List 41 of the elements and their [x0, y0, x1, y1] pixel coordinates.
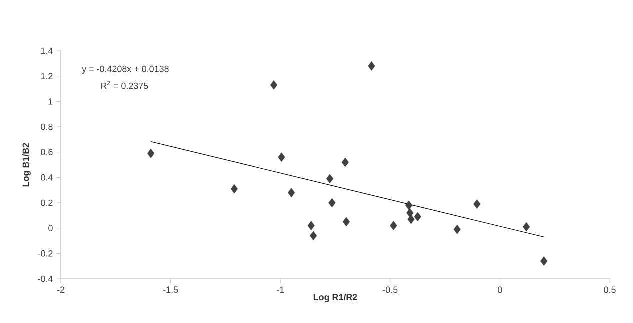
- point: [230, 184, 238, 194]
- point: [474, 200, 481, 209]
- point: [406, 200, 413, 210]
- annotation: R$^{2}$ = 0.2375: [101, 81, 148, 90]
- point: [310, 231, 318, 241]
- x-axis-title: Log R1/R2: [314, 294, 358, 302]
- y-tick-label: 0.8: [41, 124, 53, 130]
- x-tick-label: 0: [498, 286, 502, 294]
- y-tick-label: 1: [48, 98, 53, 105]
- point: [328, 198, 336, 208]
- point: [406, 208, 414, 218]
- x-tick-label: -0.5: [383, 286, 398, 294]
- y-tick-label: -0.4: [38, 276, 53, 282]
- x-tick-label: -1.5: [163, 286, 178, 294]
- annotation: y = -0.4208x + 0.0138: [82, 66, 169, 74]
- point: [368, 62, 376, 71]
- point: [540, 256, 548, 266]
- x-tick-label: -2: [57, 286, 65, 294]
- y-axis-title: Log B1/B2: [22, 143, 31, 187]
- y-tick-label: 0.4: [41, 174, 53, 181]
- y-tick-label: 0.2: [41, 200, 53, 206]
- point: [308, 221, 315, 230]
- point: [278, 152, 286, 162]
- y-tick-label: 1.2: [41, 73, 53, 80]
- point: [288, 188, 296, 198]
- x-tick-label: -1: [277, 286, 284, 293]
- y-tick-label: 1.4: [41, 48, 53, 54]
- point: [342, 158, 349, 168]
- y-tick-label: -0.2: [38, 250, 53, 257]
- point: [270, 80, 278, 90]
- point: [408, 214, 415, 224]
- y-tick-label: 0.6: [41, 149, 53, 156]
- x-tick-label: 0.5: [604, 286, 616, 294]
- point: [454, 224, 461, 234]
- point: [414, 212, 422, 222]
- point: [326, 174, 334, 184]
- point: [522, 222, 530, 232]
- point: [390, 221, 398, 230]
- y-tick-label: 0: [48, 225, 53, 232]
- point: [342, 217, 350, 227]
- point: [147, 148, 155, 158]
